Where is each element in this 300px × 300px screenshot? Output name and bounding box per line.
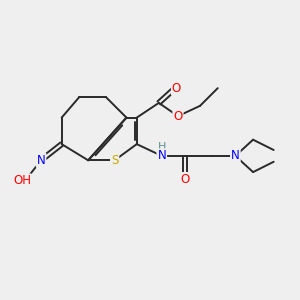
- Text: OH: OH: [13, 174, 31, 188]
- Text: S: S: [111, 154, 118, 167]
- Text: N: N: [231, 149, 240, 162]
- Text: N: N: [158, 149, 166, 162]
- Text: O: O: [173, 110, 183, 123]
- Text: N: N: [37, 154, 45, 167]
- Text: O: O: [172, 82, 181, 95]
- Text: H: H: [158, 142, 166, 152]
- Text: O: O: [181, 173, 190, 186]
